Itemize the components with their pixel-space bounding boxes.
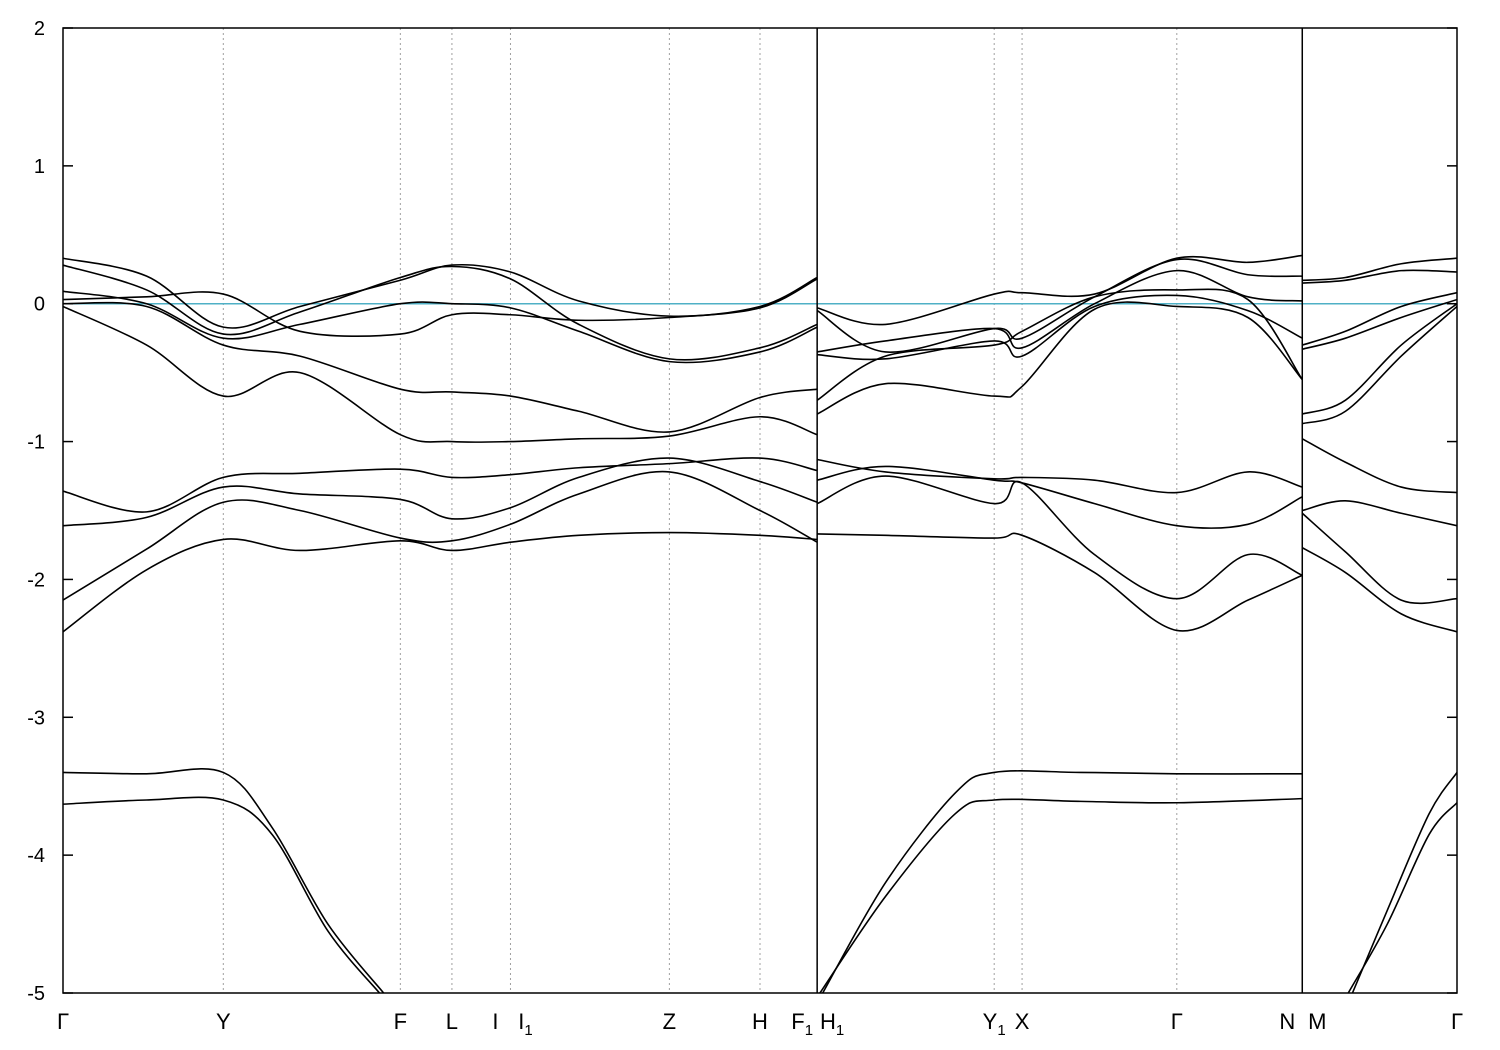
band-segment	[816, 254, 1303, 993]
y-tick-label: -5	[27, 983, 45, 1005]
band-line	[1351, 771, 1457, 993]
kpoint-label: F1	[791, 1009, 813, 1039]
kpoint-label: F	[394, 1009, 407, 1034]
band-line	[63, 264, 818, 361]
y-axis-ticks: 2 1 0 -1 -2 -3 -4 -5	[27, 18, 1457, 1005]
band-line	[63, 768, 385, 993]
y-tick-label: 0	[34, 294, 45, 316]
band-line	[1302, 305, 1457, 425]
kpoint-label: Y1	[983, 1009, 1006, 1039]
y-tick-label: -3	[27, 707, 45, 729]
kpoint-label: H1	[820, 1009, 844, 1039]
kpoint-label: H	[752, 1009, 768, 1034]
kpoint-label: M	[1308, 1009, 1326, 1034]
band-line	[816, 465, 1303, 529]
band-line	[816, 475, 1303, 600]
band-curves	[63, 254, 1457, 993]
band-line	[817, 294, 1303, 361]
band-line	[822, 770, 1303, 993]
band-line	[1301, 547, 1457, 633]
band-line	[1302, 298, 1457, 350]
band-line	[63, 457, 818, 527]
y-tick-label: -4	[27, 845, 45, 867]
band-line	[817, 269, 1303, 353]
band-line	[63, 796, 381, 993]
band-line	[1302, 269, 1457, 284]
kpoint-label: Y	[216, 1009, 231, 1034]
grid-lines	[222, 28, 1303, 993]
kpoint-label: L	[446, 1009, 458, 1034]
y-tick-label: -1	[27, 432, 45, 454]
band-line	[1302, 257, 1457, 282]
kpoint-label: Γ	[1451, 1009, 1463, 1034]
band-line	[63, 305, 818, 443]
band-line	[63, 531, 818, 633]
band-line	[817, 458, 1303, 494]
band-line	[1302, 500, 1457, 527]
plot-frame	[62, 27, 1458, 994]
y-tick-label: 2	[34, 18, 45, 40]
y-tick-label: -2	[27, 569, 45, 591]
band-line	[63, 457, 818, 513]
kpoint-label: Γ	[1171, 1009, 1183, 1034]
band-line	[816, 288, 1303, 401]
band-segment	[1301, 257, 1457, 993]
band-line	[1301, 438, 1457, 494]
band-line	[63, 290, 818, 364]
band-line	[819, 797, 1303, 993]
band-segment	[63, 257, 818, 993]
x-axis-ticks: Γ Y F L I I1 Z H F1 H1 Y1 X Γ N M Γ	[57, 1009, 1463, 1039]
kpoint-label: N	[1279, 1009, 1295, 1034]
band-line	[816, 258, 1303, 353]
band-line	[816, 301, 1303, 415]
band-line	[1347, 802, 1457, 993]
band-line	[1301, 512, 1457, 605]
band-line	[817, 532, 1303, 632]
kpoint-label: X	[1015, 1009, 1030, 1034]
y-tick-label: 1	[34, 156, 45, 178]
plot-border	[62, 27, 1458, 994]
band-line	[1302, 291, 1457, 346]
band-line	[816, 254, 1303, 326]
band-line	[1302, 303, 1457, 415]
band-line	[63, 470, 818, 601]
band-line	[63, 301, 818, 433]
kpoint-label: Z	[663, 1009, 676, 1034]
kpoint-label: I	[492, 1009, 498, 1034]
band-line	[63, 278, 818, 338]
kpoint-label: Γ	[57, 1009, 69, 1034]
kpoint-label: I1	[518, 1009, 532, 1039]
